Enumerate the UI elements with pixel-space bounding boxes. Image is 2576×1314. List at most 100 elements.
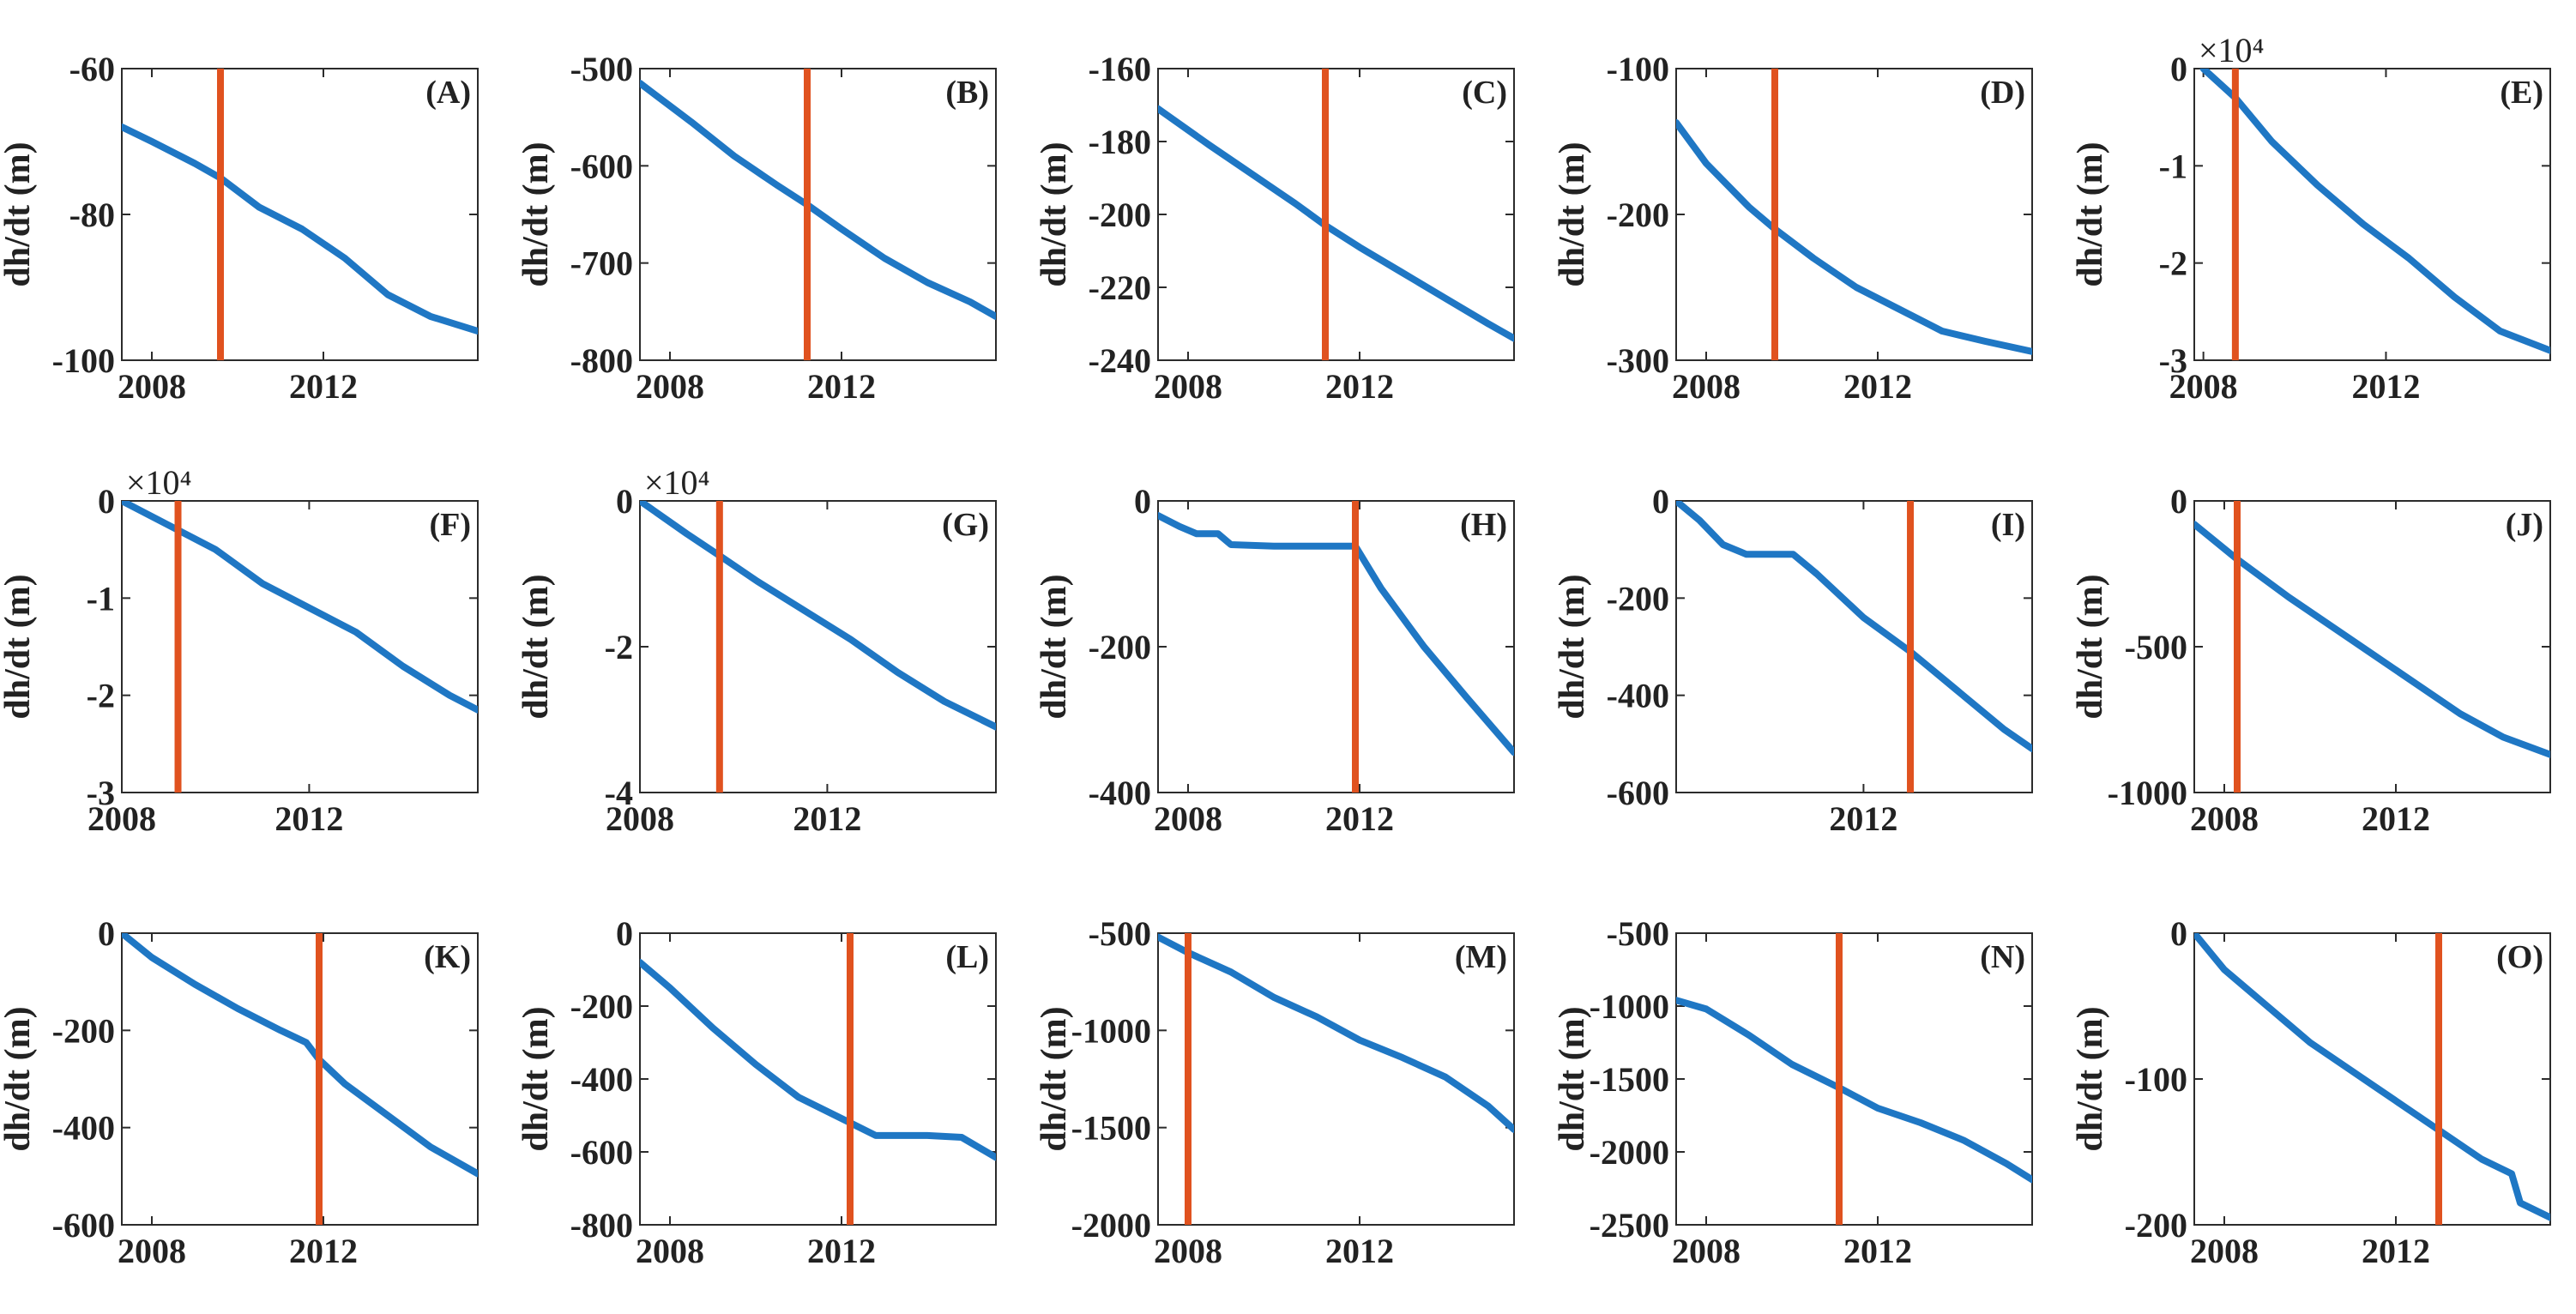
- data-series-line: [122, 124, 478, 335]
- x-tick-label: 2008: [87, 799, 156, 838]
- y-multiplier-label: ×10⁴: [644, 463, 710, 502]
- panel-frame: [121, 500, 479, 793]
- y-axis-label: dh/dt (m): [1553, 574, 1592, 719]
- data-series-line: [2194, 521, 2550, 758]
- panel-label: (H): [1460, 507, 1507, 543]
- y-tick-label: -1: [87, 579, 115, 618]
- data-series-line: [640, 501, 996, 731]
- y-axis-label: dh/dt (m): [1553, 1006, 1592, 1151]
- y-tick-label: -160: [1089, 50, 1151, 88]
- x-tick-label: 2012: [1829, 799, 1897, 838]
- y-tick-label: -100: [2125, 1060, 2187, 1099]
- y-tick-label: -200: [1607, 579, 1669, 618]
- y-tick-label: -500: [2125, 628, 2187, 666]
- y-tick-label: -100: [1607, 50, 1669, 88]
- panel-label: (D): [1980, 75, 2025, 111]
- data-series-line: [2199, 69, 2550, 354]
- x-tick-label: 2012: [289, 367, 358, 406]
- y-tick-label: -200: [1089, 196, 1151, 234]
- y-tick-label: 0: [2170, 482, 2187, 521]
- y-tick-label: -3: [2159, 341, 2187, 380]
- x-tick-label: 2008: [118, 367, 186, 406]
- y-tick-label: -500: [1089, 914, 1151, 953]
- y-tick-label: -600: [570, 1133, 633, 1172]
- x-tick-label: 2008: [1154, 1232, 1222, 1270]
- panel-frame: [1675, 932, 2033, 1226]
- y-tick-label: -60: [69, 50, 115, 88]
- x-tick-label: 2012: [289, 1232, 358, 1270]
- y-tick-label: -1000: [1590, 987, 1669, 1026]
- data-series-line: [122, 501, 478, 714]
- data-series-line: [1158, 105, 1514, 342]
- x-tick-label: 2012: [807, 1232, 876, 1270]
- data-series-line: [2194, 933, 2550, 1221]
- y-tick-label: -300: [1607, 341, 1669, 380]
- panel-frame: [2193, 68, 2551, 361]
- panel-frame: [2193, 932, 2551, 1226]
- y-axis-label: dh/dt (m): [1035, 574, 1074, 719]
- y-tick-label: -1500: [1590, 1060, 1669, 1099]
- y-tick-label: 0: [616, 914, 633, 953]
- y-tick-label: -100: [52, 341, 115, 380]
- y-tick-label: -2: [2159, 244, 2187, 283]
- x-tick-label: 2012: [274, 799, 343, 838]
- y-tick-label: -180: [1089, 123, 1151, 161]
- y-tick-label: -4: [605, 774, 633, 812]
- x-tick-label: 2012: [1325, 367, 1394, 406]
- y-tick-label: -500: [570, 50, 633, 88]
- y-axis-label: dh/dt (m): [516, 1006, 556, 1151]
- x-tick-label: 2008: [1154, 799, 1222, 838]
- y-axis-label: dh/dt (m): [0, 1006, 38, 1151]
- data-series-line: [1676, 997, 2032, 1184]
- y-tick-label: -2000: [1590, 1133, 1669, 1172]
- y-tick-label: -800: [570, 341, 633, 380]
- x-tick-label: 2008: [606, 799, 674, 838]
- y-tick-label: -200: [52, 1011, 115, 1050]
- y-tick-label: -2000: [1071, 1206, 1151, 1245]
- y-tick-label: -400: [52, 1109, 115, 1148]
- y-axis-label: dh/dt (m): [1035, 142, 1074, 286]
- panel-label: (F): [429, 507, 471, 543]
- y-tick-label: 0: [98, 914, 115, 953]
- y-tick-label: 0: [616, 482, 633, 521]
- y-tick-label: -1: [2159, 147, 2187, 185]
- x-tick-label: 2008: [118, 1232, 186, 1270]
- x-tick-label: 2012: [2362, 799, 2430, 838]
- y-axis-label: dh/dt (m): [2071, 574, 2110, 719]
- y-tick-label: -600: [570, 147, 633, 185]
- y-axis-label: dh/dt (m): [516, 574, 556, 719]
- y-tick-label: -500: [1607, 914, 1669, 953]
- y-multiplier-label: ×10⁴: [2199, 31, 2265, 69]
- data-series-line: [1676, 501, 2032, 752]
- panel-frame: [639, 932, 997, 1226]
- y-tick-label: -600: [52, 1206, 115, 1245]
- y-multiplier-label: ×10⁴: [126, 463, 192, 502]
- y-tick-label: -200: [2125, 1206, 2187, 1245]
- y-tick-label: -400: [1607, 677, 1669, 715]
- x-tick-label: 2008: [1672, 1232, 1740, 1270]
- y-tick-label: -3: [87, 774, 115, 812]
- y-tick-label: 0: [98, 482, 115, 521]
- panel-label: (L): [945, 939, 989, 975]
- y-tick-label: -200: [1607, 196, 1669, 234]
- y-axis-label: dh/dt (m): [2071, 142, 2110, 286]
- x-tick-label: 2008: [1154, 367, 1222, 406]
- x-tick-label: 2012: [2362, 1232, 2430, 1270]
- x-tick-label: 2012: [2351, 367, 2420, 406]
- x-tick-label: 2012: [807, 367, 876, 406]
- y-tick-label: 0: [2170, 914, 2187, 953]
- panel-i: 0 -200 -400 -600 2012 dh/dt (m) (I): [1553, 482, 2033, 838]
- panel-frame: [121, 932, 479, 1226]
- y-axis-label: dh/dt (m): [516, 142, 556, 286]
- x-tick-label: 2008: [636, 367, 704, 406]
- y-tick-label: -1000: [2108, 774, 2187, 812]
- x-tick-label: 2012: [1843, 367, 1912, 406]
- x-tick-label: 2012: [1843, 1232, 1912, 1270]
